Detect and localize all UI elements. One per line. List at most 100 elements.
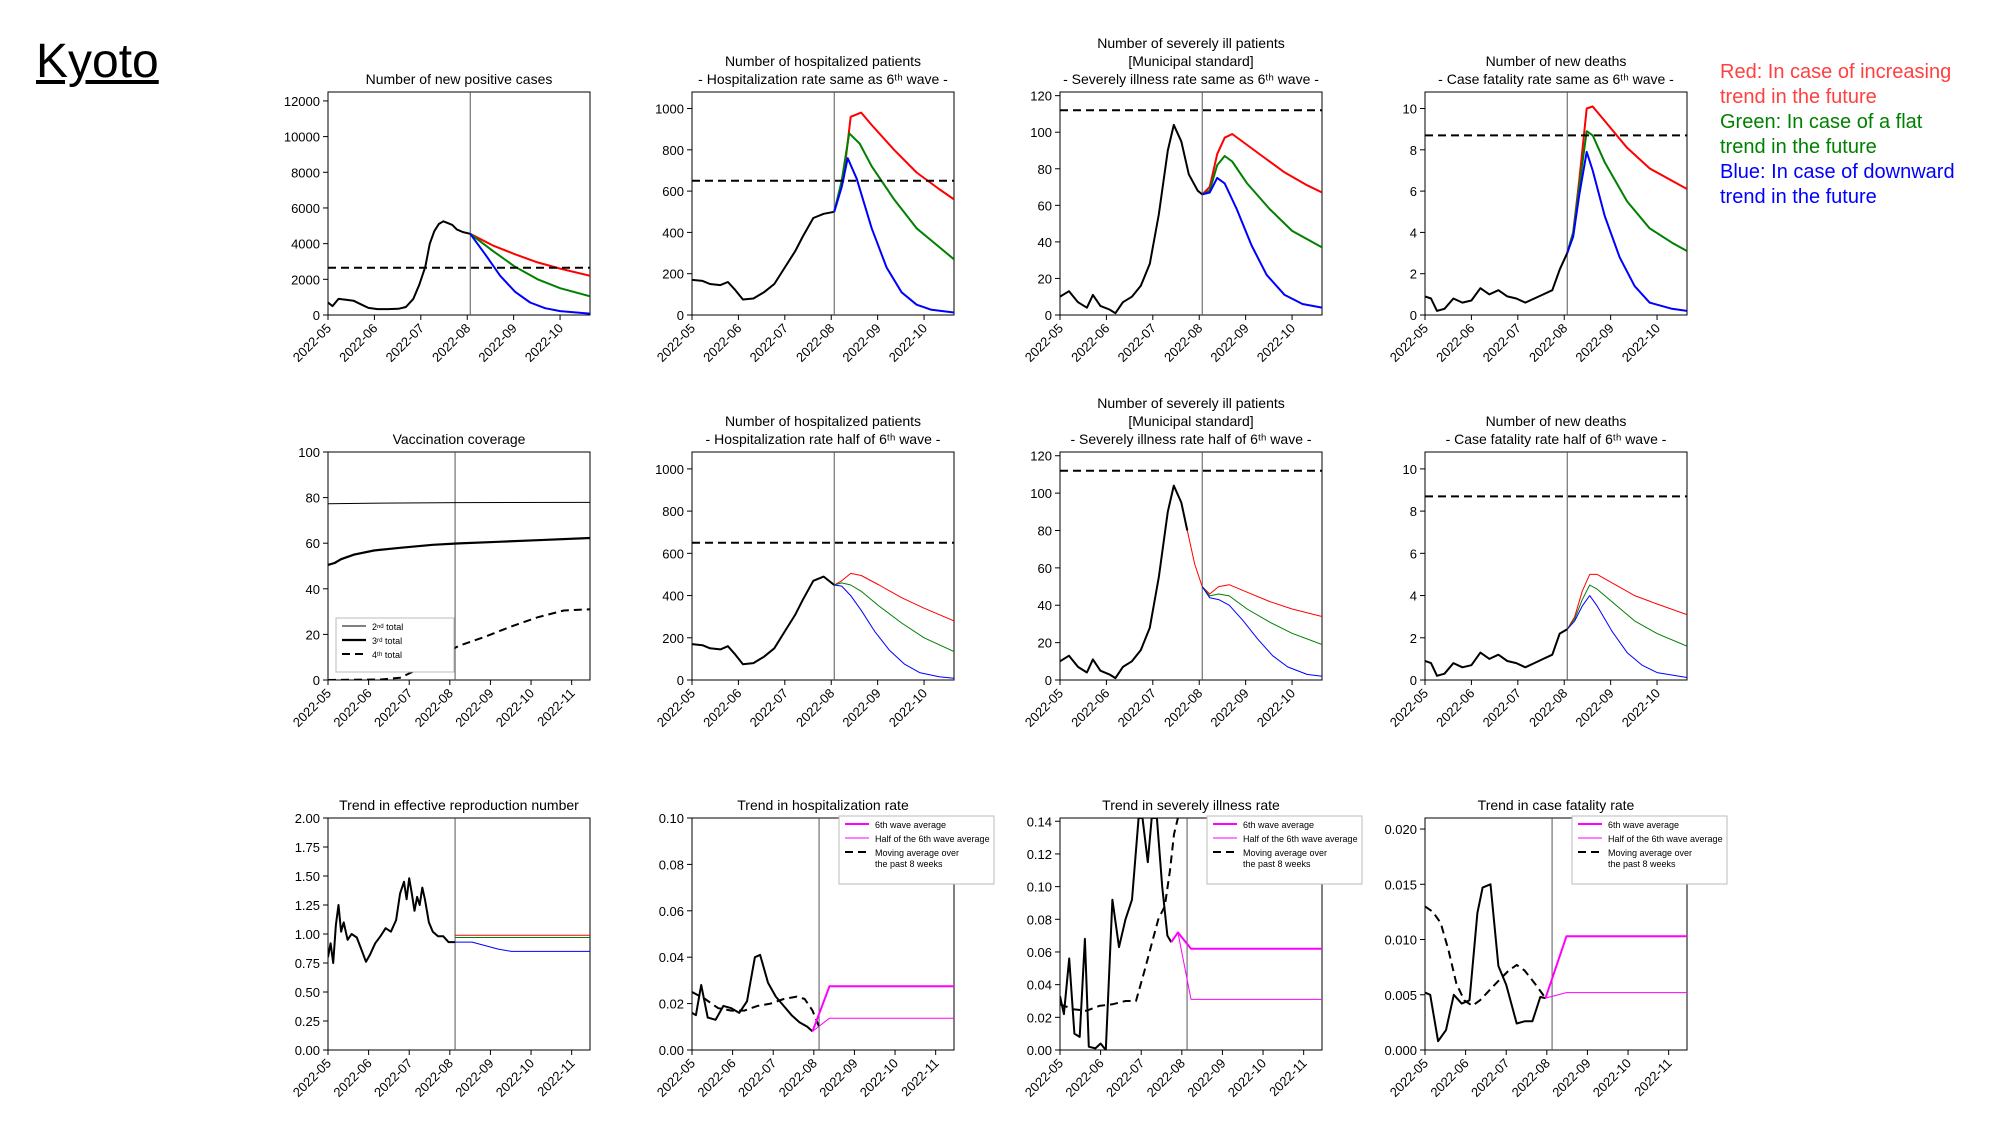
x-tick-label: 2022-05: [1022, 1056, 1066, 1100]
y-tick-label: 20: [1038, 636, 1052, 651]
y-tick-label: 80: [306, 491, 320, 506]
plot-frame: [1059, 91, 1323, 316]
plot-area: [1425, 92, 1687, 315]
chart-title-line: Number of hospitalized patients: [725, 53, 921, 69]
plot-area: [692, 452, 954, 680]
y-tick-label: 8: [1410, 143, 1417, 158]
chart-title-line: - Severely illness rate same as 6ᵗʰ wave…: [1063, 71, 1319, 87]
series-line-0: [1060, 484, 1189, 680]
chart-title-line: Trend in severely illness rate: [1102, 797, 1280, 813]
series-line-2: [1544, 935, 1687, 999]
x-tick-label: 2022-07: [1103, 1056, 1147, 1100]
x-tick-label: 2022-06: [694, 1056, 738, 1100]
y-tick-label: 800: [662, 143, 684, 158]
legend-line-green-2: trend in the future: [1720, 136, 1877, 158]
series-line-3: [1545, 992, 1687, 999]
x-tick-label: 2022-08: [793, 686, 837, 730]
x-tick-label: 2022-09: [839, 686, 883, 730]
y-tick-label: 4: [1410, 225, 1417, 240]
x-tick-label: 2022-05: [290, 1056, 334, 1100]
x-tick-label: 2022-09: [1549, 1056, 1593, 1100]
x-tick-label: 2022-05: [1387, 1056, 1431, 1100]
x-tick-label: 2022-06: [1068, 686, 1112, 730]
y-tick-label: 4000: [291, 237, 320, 252]
y-tick-label: 0.02: [1027, 1010, 1052, 1025]
x-tick-label: 2022-08: [1526, 321, 1570, 365]
x-tick-label: 2022-08: [429, 321, 473, 365]
x-tick-label: 2022-06: [330, 1056, 374, 1100]
chart-title-line: Trend in hospitalization rate: [737, 797, 909, 813]
x-tick-label: 2022-09: [1207, 321, 1251, 365]
plot-frame: [691, 817, 955, 1051]
chart-c11: Trend in severely illness rate 0.00 0.02 0.…: [1022, 797, 1363, 1100]
x-tick-label: 2022-09: [1572, 686, 1616, 730]
x-tick-label: 2022-10: [857, 1056, 901, 1100]
x-tick-label: 2022-07: [371, 1056, 415, 1100]
chart-legend: [838, 815, 995, 885]
legend-label: Half of the 6th wave average: [1608, 834, 1723, 844]
legend-label: 2ⁿᵈ total: [372, 622, 403, 632]
x-tick-label: 2022-07: [747, 321, 791, 365]
y-tick-label: 0.010: [1384, 933, 1417, 948]
x-tick-label: 2022-08: [1161, 321, 1205, 365]
plot-area: [1060, 818, 1322, 1050]
x-tick-label: 2022-09: [452, 686, 496, 730]
x-tick-label: 2022-11: [898, 1056, 942, 1100]
plot-area: [328, 92, 590, 315]
y-tick-label: 100: [1030, 486, 1052, 501]
legend-label: Moving average over: [1608, 848, 1692, 858]
y-tick-label: 60: [1038, 198, 1052, 213]
series-line-3: [1201, 586, 1322, 677]
chart-title-line: - Hospitalization rate same as 6ᵗʰ wave …: [698, 71, 948, 87]
series-line-2: [1170, 931, 1322, 950]
y-tick-label: 0.12: [1027, 847, 1052, 862]
x-tick-label: 2022-10: [1225, 1056, 1269, 1100]
y-tick-label: 400: [662, 225, 684, 240]
series-line-1: [1186, 530, 1322, 617]
y-tick-label: 0.00: [295, 1043, 320, 1058]
y-tick-label: 6: [1410, 546, 1417, 561]
series-line-1: [833, 572, 954, 622]
plot-frame: [691, 451, 955, 681]
series-line-2: [1566, 130, 1687, 254]
x-tick-label: 2022-08: [412, 1056, 456, 1100]
y-tick-label: 20: [306, 627, 320, 642]
y-tick-label: 1.50: [295, 869, 320, 884]
x-tick-label: 2022-06: [1068, 321, 1112, 365]
series-line-0: [328, 501, 590, 505]
series-line-1: [1566, 105, 1687, 254]
chart-title-line: [Municipal standard]: [1128, 413, 1253, 429]
legend-line-blue-1: Blue: In case of downward: [1720, 161, 1955, 183]
series-line-3: [1177, 932, 1322, 1000]
y-tick-label: 0.14: [1027, 814, 1052, 829]
series-line-0: [328, 220, 471, 311]
chart-title-line: Number of new deaths: [1486, 413, 1627, 429]
legend-label: Moving average over: [1243, 848, 1327, 858]
chart-c9: Trend in effective reproduction number 0.…: [290, 797, 591, 1100]
y-tick-label: 6000: [291, 201, 320, 216]
series-line-0: [692, 953, 814, 1033]
plot-frame: [1424, 451, 1688, 681]
series-line-0: [1060, 818, 1173, 1050]
chart-c2: Number of hospitalized patients - Hospita…: [654, 53, 955, 365]
x-tick-label: 2022-10: [522, 321, 566, 365]
x-tick-label: 2022-05: [1022, 686, 1066, 730]
x-tick-label: 2022-09: [1572, 321, 1616, 365]
legend-label: Half of the 6th wave average: [875, 834, 990, 844]
y-tick-label: 0.020: [1384, 822, 1417, 837]
chart-title-line: - Severely illness rate half of 6ᵗʰ wave…: [1070, 431, 1311, 447]
chart-title-line: Number of severely ill patients: [1097, 395, 1285, 411]
chart-title-line: [Municipal standard]: [1128, 53, 1253, 69]
y-tick-label: 0.25: [295, 1014, 320, 1029]
plot-frame: [327, 451, 591, 681]
series-line-2: [1201, 586, 1322, 645]
series-line-3: [834, 584, 954, 679]
y-tick-label: 40: [1038, 235, 1052, 250]
series-line-2: [1566, 584, 1687, 647]
y-tick-label: 0.000: [1384, 1043, 1417, 1058]
plot-frame: [1424, 817, 1688, 1051]
plot-frame: [691, 91, 955, 316]
y-tick-label: 40: [306, 582, 320, 597]
chart-title-line: Number of new positive cases: [366, 71, 553, 87]
y-tick-label: 100: [298, 445, 320, 460]
